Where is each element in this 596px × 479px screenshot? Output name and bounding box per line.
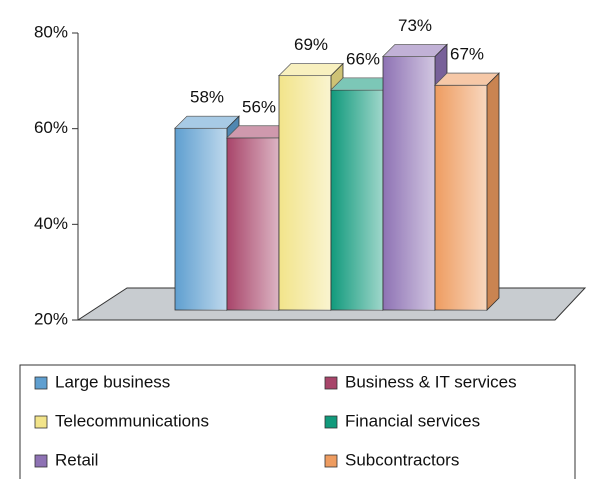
legend-label: Subcontractors xyxy=(345,450,459,469)
value-label: 56% xyxy=(242,97,276,116)
y-tick-label: 60% xyxy=(34,118,68,137)
bar-shade xyxy=(227,137,279,310)
legend-swatch xyxy=(324,415,338,429)
bar-shade xyxy=(279,75,331,310)
bar-shade xyxy=(175,128,227,310)
y-tick-label: 40% xyxy=(34,214,68,233)
legend-swatch xyxy=(34,415,48,429)
legend-swatch xyxy=(324,376,338,390)
legend-label: Telecommunications xyxy=(55,411,209,430)
bar-top-shade xyxy=(331,77,395,90)
y-tick-label: 80% xyxy=(34,22,68,41)
legend-swatch xyxy=(34,376,48,390)
legend-label: Retail xyxy=(55,450,98,469)
legend-label: Financial services xyxy=(345,411,480,430)
bar-top-shade xyxy=(227,125,291,138)
bar-top-shade xyxy=(383,44,447,57)
legend xyxy=(19,364,576,479)
legend-swatch xyxy=(324,454,338,468)
legend-label: Large business xyxy=(55,372,170,391)
bar-top-shade xyxy=(279,63,343,76)
bar-shade xyxy=(331,89,383,310)
value-label: 73% xyxy=(398,16,432,35)
value-label: 69% xyxy=(294,35,328,54)
legend-label: Business & IT services xyxy=(345,372,517,391)
y-tick-label: 20% xyxy=(34,309,68,328)
legend-swatch xyxy=(34,454,48,468)
bar-shade xyxy=(435,85,487,310)
bar-top-shade xyxy=(175,116,239,129)
bar-side xyxy=(486,72,500,311)
bar-shade xyxy=(383,56,435,310)
value-label: 67% xyxy=(450,45,484,64)
bar-top-shade xyxy=(435,73,499,86)
value-label: 58% xyxy=(190,88,224,107)
bar-side-shade xyxy=(487,73,499,310)
value-label: 66% xyxy=(346,49,380,68)
